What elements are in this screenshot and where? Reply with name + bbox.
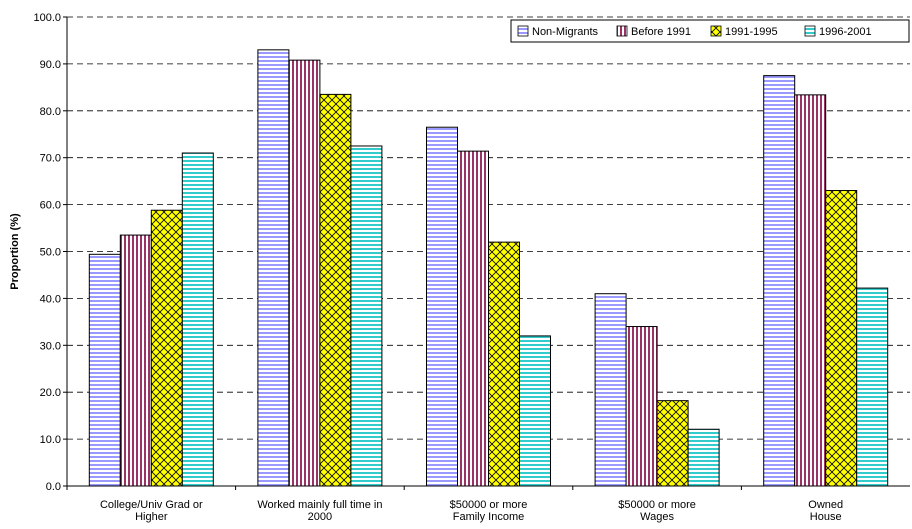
x-category-label: 2000 — [308, 511, 332, 523]
legend: Non-Migrants Before 1991 1991-1995 1996-200… — [510, 19, 910, 43]
y-tick-label: 100.0 — [33, 12, 61, 24]
bar-1996-2001 — [350, 145, 383, 487]
legend-label: Before 1991 — [631, 26, 691, 38]
y-tick-label: 10.0 — [40, 434, 61, 446]
bar-before-1991 — [457, 150, 489, 487]
bar-1996-2001 — [181, 152, 214, 487]
legend-swatch — [616, 25, 628, 37]
legend-swatch — [710, 25, 722, 37]
legend-label: Non-Migrants — [532, 26, 599, 38]
legend-label: 1991-1995 — [725, 26, 778, 38]
legend-label: 1996-2001 — [819, 26, 872, 38]
x-category-label: $50000 or more — [618, 499, 696, 511]
bar-non-migrants — [257, 49, 290, 487]
y-tick-label: 90.0 — [40, 59, 61, 71]
y-tick-labels: 0.0 10.0 20.0 30.0 40.0 50.0 60.0 70.0 80.0 90.0 1… — [33, 12, 67, 493]
bar-non-migrants — [426, 126, 458, 487]
bar-1991-1995 — [150, 209, 183, 487]
bar-before-1991 — [625, 326, 658, 487]
legend-box — [510, 19, 910, 43]
y-tick-label: 0.0 — [46, 481, 61, 493]
bar-before-1991 — [288, 59, 321, 487]
y-tick-label: 50.0 — [40, 247, 61, 259]
bar-non-migrants — [594, 293, 627, 487]
x-category-label: $50000 or more — [450, 499, 528, 511]
y-axis-title: Proportion (%) — [9, 213, 21, 290]
x-category-label: House — [810, 511, 842, 523]
bar-before-1991 — [794, 94, 827, 487]
bar-1996-2001 — [856, 287, 889, 487]
x-category-label: Higher — [135, 511, 168, 523]
x-category-label: Wages — [640, 511, 674, 523]
y-tick-label: 80.0 — [40, 106, 61, 118]
bar-1991-1995 — [656, 400, 689, 487]
bar-before-1991 — [119, 234, 152, 487]
y-tick-label: 20.0 — [40, 387, 61, 399]
bars — [88, 49, 889, 487]
y-tick-label: 60.0 — [40, 200, 61, 212]
bar-1991-1995 — [319, 93, 352, 487]
bar-1991-1995 — [825, 190, 858, 487]
bar-non-migrants — [763, 75, 796, 487]
bar-1996-2001 — [519, 335, 551, 487]
x-category-label: Owned — [808, 499, 843, 511]
bar-non-migrants — [88, 253, 121, 487]
x-category-label: Family Income — [453, 511, 525, 523]
x-category-label: Worked mainly full time in — [257, 499, 382, 511]
bar-1996-2001 — [687, 428, 720, 487]
y-tick-label: 40.0 — [40, 293, 61, 305]
legend-swatch — [804, 25, 816, 37]
legend-swatch — [517, 25, 529, 37]
x-category-label: College/Univ Grad or — [100, 499, 203, 511]
y-tick-label: 30.0 — [40, 340, 61, 352]
y-tick-label: 70.0 — [40, 153, 61, 165]
bar-1991-1995 — [488, 241, 520, 487]
